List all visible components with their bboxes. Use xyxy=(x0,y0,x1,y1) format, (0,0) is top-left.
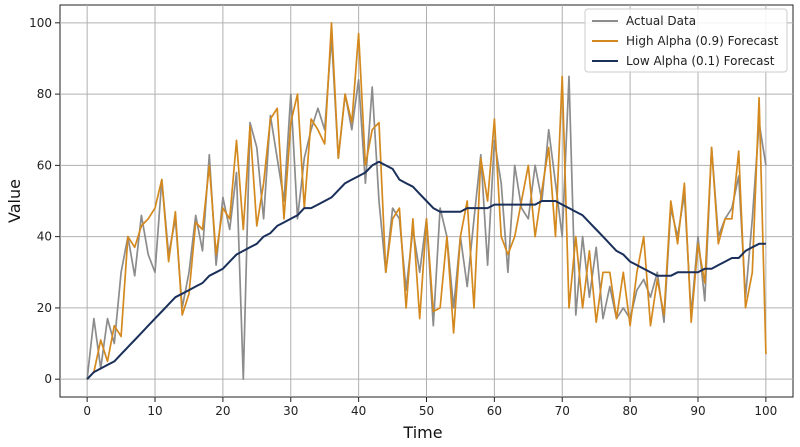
x-tick-label: 80 xyxy=(622,404,637,418)
x-tick-label: 10 xyxy=(147,404,162,418)
x-tick-label: 90 xyxy=(690,404,705,418)
legend-label-high-alpha-0-9-forecast: High Alpha (0.9) Forecast xyxy=(626,34,779,48)
y-tick-label: 20 xyxy=(37,301,52,315)
x-tick-label: 70 xyxy=(555,404,570,418)
series-line-low-alpha-0-1-forecast xyxy=(86,160,766,380)
y-tick-label: 60 xyxy=(37,158,52,172)
y-tick-label: 100 xyxy=(29,16,52,30)
axes: 0 10 20 30 40 50 60 70 80 90 100 0 20 40 60 80 100 xyxy=(29,16,777,418)
x-tick-label: 50 xyxy=(419,404,434,418)
x-axis-label: Time xyxy=(402,423,442,442)
x-tick-label: 20 xyxy=(215,404,230,418)
x-tick-label: 60 xyxy=(487,404,502,418)
y-axis-label: Value xyxy=(5,179,24,223)
series-layer xyxy=(86,21,767,381)
legend-label-low-alpha-0-1-forecast: Low Alpha (0.1) Forecast xyxy=(626,54,775,68)
y-tick-label: 80 xyxy=(37,87,52,101)
x-tick-label: 40 xyxy=(351,404,366,418)
legend-label-actual-data: Actual Data xyxy=(626,14,696,28)
x-tick-label: 30 xyxy=(283,404,298,418)
legend-box xyxy=(584,8,788,73)
series-line-high-alpha-0-9-forecast xyxy=(86,21,767,380)
legend: Actual Data High Alpha (0.9) Forecast Low … xyxy=(584,8,788,73)
x-tick-label: 100 xyxy=(754,404,777,418)
y-tick-label: 40 xyxy=(37,230,52,244)
x-tick-label: 0 xyxy=(83,404,91,418)
y-tick-label: 0 xyxy=(44,372,52,386)
